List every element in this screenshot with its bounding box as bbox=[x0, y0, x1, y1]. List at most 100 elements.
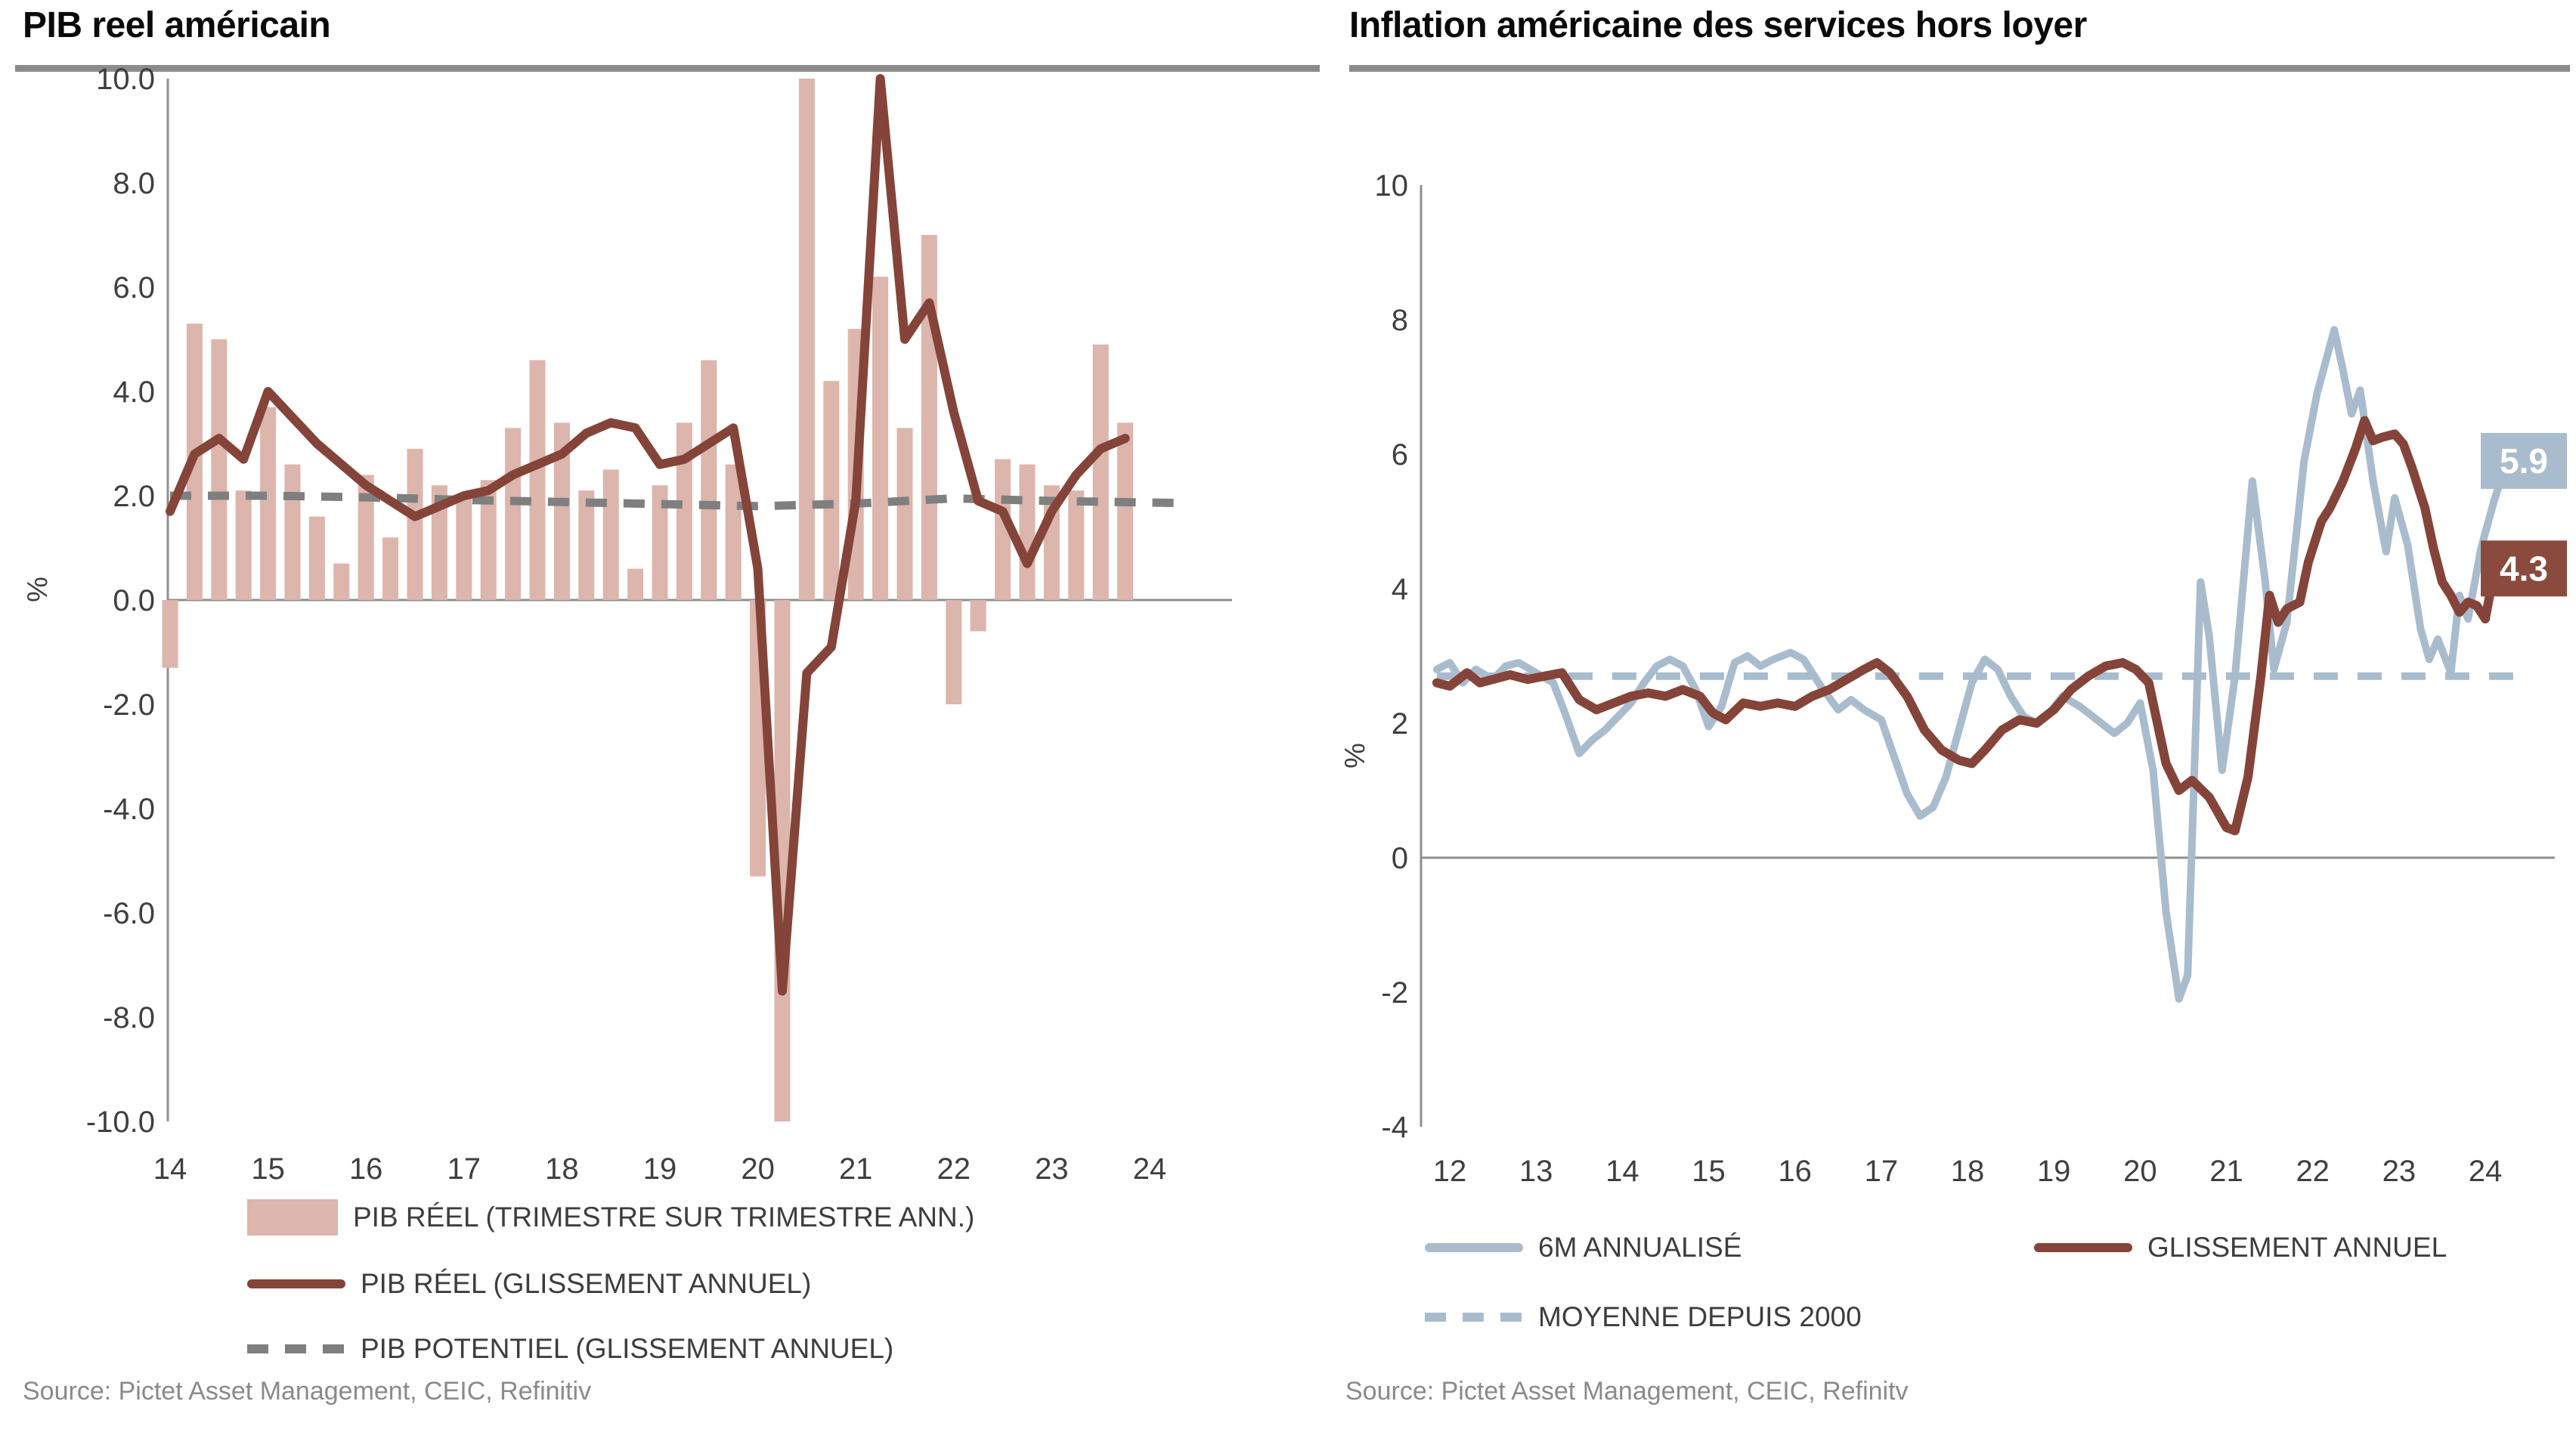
gdp-bar bbox=[162, 600, 178, 668]
gdp-bar bbox=[407, 448, 423, 600]
bar-swatch-icon bbox=[247, 1199, 338, 1236]
inflation-legend-item-6m: 6M ANNUALISÉ bbox=[1425, 1229, 1742, 1267]
gdp-chart-title: PIB reel américain bbox=[23, 5, 331, 45]
axis-tick-label: 18 bbox=[545, 1152, 579, 1186]
axis-tick-label: -2.0 bbox=[103, 688, 155, 722]
axis-tick-label: 21 bbox=[839, 1152, 873, 1186]
axis-tick-label: 14 bbox=[153, 1152, 187, 1186]
gdp-bar bbox=[798, 79, 815, 600]
axis-tick-label: -10.0 bbox=[86, 1106, 155, 1139]
axis-tick-label: 0 bbox=[1392, 842, 1408, 875]
axis-tick-label: 4.0 bbox=[113, 376, 155, 409]
axis-tick-label: 24 bbox=[1133, 1152, 1167, 1186]
axis-tick-label: 17 bbox=[1865, 1155, 1899, 1188]
gdp-bar bbox=[529, 360, 546, 600]
y-axis-unit-label: % bbox=[1339, 743, 1371, 769]
gdp-bar bbox=[970, 600, 986, 632]
axis-tick-label: 8.0 bbox=[113, 167, 155, 200]
axis-tick-label: -4.0 bbox=[103, 793, 155, 826]
inflation-title-rule bbox=[1349, 65, 2570, 72]
end-value-text: 5.9 bbox=[2500, 441, 2548, 481]
end-value-text: 4.3 bbox=[2500, 549, 2548, 588]
axis-tick-label: 10.0 bbox=[96, 63, 155, 96]
axis-tick-label: 13 bbox=[1519, 1155, 1553, 1188]
gdp-bar bbox=[602, 469, 619, 600]
axis-tick-label: 16 bbox=[349, 1152, 383, 1186]
gdp-bar bbox=[333, 563, 350, 600]
gdp-bar bbox=[921, 235, 937, 600]
gdp-bar bbox=[995, 459, 1011, 600]
axis-tick-label: 22 bbox=[2296, 1155, 2330, 1188]
axis-tick-label: 15 bbox=[1692, 1155, 1726, 1188]
axis-tick-label: -8.0 bbox=[103, 1001, 155, 1035]
legend-label: 6M ANNUALISÉ bbox=[1538, 1232, 1742, 1263]
axis-tick-label: -2 bbox=[1381, 976, 1408, 1010]
gdp-legend-item-yoy: PIB RÉEL (GLISSEMENT ANNUEL) bbox=[247, 1265, 811, 1303]
axis-tick-label: 10 bbox=[1375, 169, 1409, 203]
axis-tick-label: 2 bbox=[1392, 707, 1408, 741]
axis-tick-label: 6 bbox=[1392, 438, 1408, 472]
gdp-source-note: Source: Pictet Asset Management, CEIC, R… bbox=[23, 1377, 592, 1406]
gdp-bar bbox=[946, 600, 962, 704]
legend-label: PIB RÉEL (TRIMESTRE SUR TRIMESTRE ANN.) bbox=[353, 1202, 975, 1233]
gdp-bar bbox=[431, 485, 447, 600]
axis-tick-label: 15 bbox=[251, 1152, 285, 1186]
gdp-bar bbox=[553, 422, 570, 600]
gdp-bar bbox=[578, 490, 595, 600]
axis-tick-label: 17 bbox=[447, 1152, 481, 1186]
gdp-bar bbox=[505, 428, 522, 600]
gdp-bar bbox=[382, 537, 399, 600]
gdp-yoy-line bbox=[166, 74, 1130, 996]
gdp-bar bbox=[1019, 464, 1036, 600]
inflation-legend-item-yoy: GLISSEMENT ANNUEL bbox=[2034, 1229, 2447, 1267]
gdp-bar bbox=[1092, 344, 1109, 600]
gdp-bar bbox=[480, 480, 497, 600]
legend-label: PIB POTENTIEL (GLISSEMENT ANNUEL) bbox=[361, 1333, 894, 1364]
gdp-bar bbox=[308, 516, 325, 600]
gdp-bar bbox=[823, 381, 840, 600]
axis-tick-label: 21 bbox=[2209, 1155, 2243, 1188]
axis-tick-label: 8 bbox=[1392, 304, 1408, 337]
axis-tick-label: 18 bbox=[1951, 1155, 1985, 1188]
gdp-bar bbox=[872, 277, 889, 600]
axis-tick-label: 20 bbox=[741, 1152, 775, 1186]
line-swatch-icon bbox=[1425, 1243, 1523, 1252]
axis-tick-label: 23 bbox=[2382, 1155, 2417, 1188]
axis-tick-label: -4 bbox=[1381, 1111, 1408, 1144]
axis-tick-label: 23 bbox=[1035, 1152, 1069, 1186]
axis-tick-label: 12 bbox=[1433, 1155, 1467, 1188]
axis-tick-label: 19 bbox=[2037, 1155, 2071, 1188]
gdp-bar bbox=[284, 464, 301, 600]
gdp-bar bbox=[260, 407, 277, 600]
legend-label: PIB RÉEL (GLISSEMENT ANNUEL) bbox=[361, 1268, 812, 1299]
gdp-legend-item-qoq: PIB RÉEL (TRIMESTRE SUR TRIMESTRE ANN.) bbox=[247, 1199, 974, 1236]
gdp-bar bbox=[358, 475, 374, 600]
dashed-line-swatch-icon bbox=[247, 1344, 345, 1353]
line-swatch-icon bbox=[2034, 1243, 2132, 1252]
axis-tick-label: 19 bbox=[643, 1152, 677, 1186]
gdp-title-rule bbox=[15, 65, 1320, 72]
gdp-bar bbox=[896, 428, 913, 600]
axis-tick-label: 6.0 bbox=[113, 271, 155, 305]
end-value-badge bbox=[2481, 432, 2567, 489]
axis-tick-label: 22 bbox=[937, 1152, 971, 1186]
gdp-bar bbox=[1068, 490, 1085, 600]
gdp-chart-svg: 10.0 8.0 6.0 4.0 2.0 0.0 -2.0 -4.0 -6.0 -8.0 -10.0… bbox=[22, 63, 1232, 1186]
axis-tick-label: -6.0 bbox=[103, 897, 155, 930]
axis-tick-label: 24 bbox=[2469, 1155, 2503, 1188]
gdp-bar bbox=[652, 485, 668, 600]
inflation-source-note: Source: Pictet Asset Management, CEIC, R… bbox=[1345, 1377, 1909, 1406]
inflation-legend-item-mean: MOYENNE DEPUIS 2000 bbox=[1425, 1298, 1862, 1336]
legend-label: GLISSEMENT ANNUEL bbox=[2147, 1232, 2448, 1263]
gdp-bar bbox=[676, 422, 692, 600]
gdp-bar bbox=[1117, 422, 1134, 600]
axis-tick-label: 16 bbox=[1778, 1155, 1812, 1188]
axis-tick-label: 14 bbox=[1605, 1155, 1639, 1188]
end-value-badge bbox=[2481, 540, 2567, 597]
axis-tick-label: 20 bbox=[2123, 1155, 2157, 1188]
gdp-bar bbox=[701, 360, 717, 600]
axis-tick-label: 2.0 bbox=[113, 480, 155, 513]
gdp-bar bbox=[235, 490, 252, 600]
